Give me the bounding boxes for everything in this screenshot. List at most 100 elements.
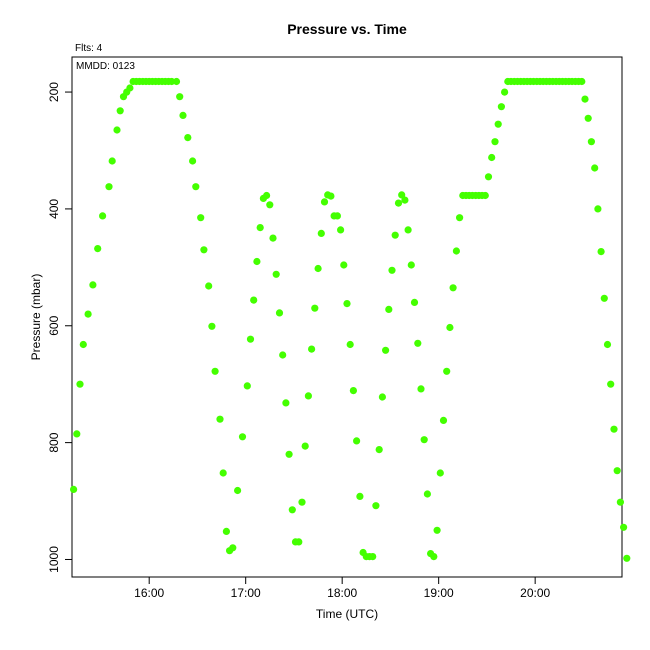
data-point bbox=[219, 469, 227, 477]
data-point bbox=[372, 502, 380, 510]
data-point bbox=[76, 380, 84, 388]
data-point bbox=[494, 120, 502, 128]
data-point bbox=[600, 294, 608, 302]
x-tick-label: 18:00 bbox=[327, 586, 357, 600]
data-point bbox=[382, 346, 390, 354]
data-point bbox=[616, 498, 625, 506]
data-point bbox=[603, 340, 612, 349]
data-point bbox=[246, 335, 255, 343]
data-point bbox=[414, 339, 422, 347]
data-point bbox=[333, 212, 341, 220]
data-point bbox=[407, 261, 415, 269]
data-point bbox=[229, 544, 237, 552]
data-point bbox=[623, 554, 631, 562]
data-point bbox=[317, 229, 325, 237]
data-point bbox=[99, 212, 107, 220]
data-point bbox=[253, 257, 261, 266]
data-point bbox=[607, 380, 615, 388]
data-point bbox=[613, 467, 621, 475]
data-point bbox=[597, 248, 605, 256]
data-point bbox=[105, 183, 113, 191]
y-tick-label: 200 bbox=[47, 82, 61, 102]
chart-title: Pressure vs. Time bbox=[287, 21, 407, 37]
data-point bbox=[375, 446, 383, 454]
data-point bbox=[197, 214, 205, 222]
flights-count-label: Flts: 4 bbox=[75, 43, 103, 54]
data-point bbox=[279, 351, 287, 359]
data-point bbox=[417, 385, 425, 393]
data-point bbox=[108, 157, 116, 165]
data-point bbox=[189, 157, 197, 165]
x-tick-label: 20:00 bbox=[520, 586, 550, 600]
plot-area-frame bbox=[71, 56, 623, 578]
data-point bbox=[488, 153, 496, 162]
y-tick-label: 1000 bbox=[47, 546, 61, 573]
data-point bbox=[184, 134, 192, 142]
data-point bbox=[449, 284, 457, 292]
data-point bbox=[401, 196, 409, 204]
data-point bbox=[378, 393, 386, 401]
data-point bbox=[211, 367, 219, 375]
data-point bbox=[581, 95, 589, 103]
x-tick-label: 19:00 bbox=[424, 586, 454, 600]
data-point bbox=[404, 226, 412, 234]
data-point bbox=[349, 387, 357, 395]
data-point bbox=[301, 442, 309, 450]
x-tick-label: 16:00 bbox=[134, 586, 164, 600]
data-point bbox=[285, 450, 293, 458]
data-point bbox=[491, 138, 499, 146]
data-point bbox=[343, 300, 351, 308]
data-point bbox=[337, 226, 345, 234]
data-point bbox=[484, 173, 493, 181]
data-point bbox=[275, 309, 284, 317]
data-point bbox=[266, 201, 274, 209]
data-point bbox=[356, 492, 364, 500]
data-point bbox=[79, 340, 87, 349]
data-point bbox=[94, 245, 102, 253]
data-point bbox=[594, 205, 602, 213]
data-point bbox=[295, 538, 303, 546]
data-point bbox=[73, 430, 81, 438]
data-point bbox=[320, 198, 329, 206]
y-axis-label: Pressure (mbar) bbox=[29, 274, 43, 361]
data-point bbox=[208, 322, 216, 330]
data-point bbox=[172, 77, 181, 86]
data-point bbox=[346, 340, 354, 349]
data-point bbox=[282, 399, 290, 407]
data-point bbox=[311, 304, 319, 312]
data-point bbox=[234, 486, 242, 495]
data-point bbox=[497, 103, 505, 111]
data-point bbox=[394, 199, 403, 207]
data-point bbox=[443, 367, 451, 375]
data-point bbox=[578, 77, 586, 86]
data-point bbox=[269, 234, 277, 242]
data-point bbox=[263, 191, 271, 200]
data-point bbox=[116, 107, 124, 115]
data-point bbox=[430, 553, 438, 561]
data-point bbox=[272, 270, 280, 278]
data-point bbox=[314, 264, 322, 273]
data-point bbox=[410, 298, 419, 306]
data-point bbox=[89, 281, 97, 289]
data-point bbox=[256, 224, 264, 232]
data-point bbox=[298, 498, 306, 506]
data-point bbox=[481, 191, 489, 200]
x-axis-label: Time (UTC) bbox=[316, 607, 378, 621]
data-points bbox=[70, 77, 631, 562]
data-point bbox=[340, 261, 348, 269]
data-point bbox=[398, 191, 406, 199]
data-point bbox=[501, 88, 509, 96]
data-point bbox=[439, 416, 448, 424]
data-point bbox=[433, 526, 441, 534]
y-tick-label: 600 bbox=[47, 315, 61, 335]
data-point bbox=[456, 214, 464, 222]
data-point bbox=[327, 192, 335, 200]
data-point bbox=[584, 114, 592, 122]
data-point bbox=[179, 111, 187, 119]
x-tick-label: 17:00 bbox=[231, 586, 261, 600]
date-label: MMDD: 0123 bbox=[76, 61, 135, 72]
y-axis: 200 400 600 800 1000 bbox=[47, 82, 72, 573]
data-point bbox=[243, 382, 251, 390]
data-point bbox=[420, 436, 428, 444]
data-point bbox=[388, 266, 396, 274]
